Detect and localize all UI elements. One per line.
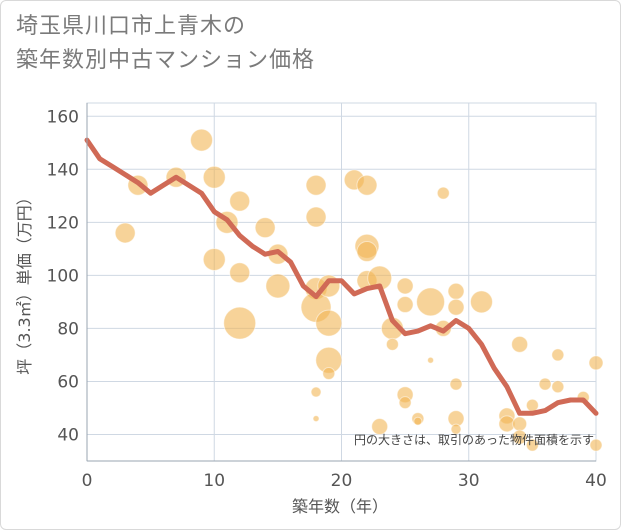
y-tick-label: 60 (57, 372, 79, 392)
y-tick-label: 80 (57, 319, 79, 339)
data-bubble (223, 306, 257, 340)
chart-title-line2: 築年数別中古マンション価格 (16, 48, 316, 73)
data-bubble (538, 377, 552, 391)
data-bubble (447, 298, 465, 316)
data-bubble (551, 380, 565, 394)
x-tick-label: 0 (82, 471, 93, 491)
data-bubble (589, 438, 603, 452)
data-bubble (413, 416, 423, 426)
size-legend-note: 円の大きさは、取引のあった物件面積を示す (354, 432, 594, 447)
data-bubble (322, 366, 336, 380)
data-bubble (229, 190, 251, 212)
data-bubble (190, 128, 214, 152)
data-bubble (356, 241, 378, 263)
x-tick-label: 20 (331, 471, 353, 491)
data-bubble (511, 335, 529, 353)
data-bubble (396, 296, 414, 314)
x-tick-label: 40 (585, 471, 607, 491)
data-bubble (305, 206, 327, 228)
data-bubble (202, 165, 226, 189)
data-bubble (588, 355, 604, 371)
y-tick-label: 160 (47, 107, 79, 127)
data-bubble (525, 438, 539, 452)
data-bubble (436, 186, 450, 200)
y-tick-label: 120 (47, 213, 79, 233)
data-bubble (525, 398, 539, 412)
data-bubble (305, 174, 327, 196)
data-bubble (229, 262, 251, 284)
x-tick-label: 10 (203, 471, 225, 491)
y-tick-label: 100 (47, 266, 79, 286)
trend-line (84, 137, 599, 416)
data-bubble (512, 416, 528, 432)
data-bubble (416, 287, 446, 317)
data-bubble (265, 273, 291, 299)
data-bubble (512, 429, 528, 445)
data-bubble (312, 415, 320, 423)
data-bubble (254, 217, 276, 239)
data-bubble (202, 247, 226, 271)
data-bubble (450, 423, 462, 435)
y-axis-title: 坪（3.3㎡）単価（万円） (15, 189, 34, 374)
chart-title: 埼玉県川口市上青木の 築年数別中古マンション価格 (16, 10, 315, 78)
data-bubble (551, 348, 565, 362)
axes: 0 10 20 30 40 40 60 80 100 120 140 160 (47, 103, 607, 491)
data-bubble (315, 309, 343, 337)
data-bubble (447, 282, 465, 300)
data-bubble (449, 377, 463, 391)
chart-title-line1: 埼玉県川口市上青木の (16, 14, 247, 39)
y-tick-label: 140 (47, 160, 79, 180)
data-bubble (310, 386, 322, 398)
trend-line-series (84, 137, 599, 416)
data-bubble (396, 277, 414, 295)
data-bubble (427, 356, 435, 364)
data-bubble (371, 418, 389, 436)
x-axis-title: 築年数（年） (292, 497, 388, 516)
y-tick-label: 40 (57, 425, 79, 445)
data-bubble (398, 396, 412, 410)
data-bubble (114, 222, 136, 244)
x-tick-label: 30 (458, 471, 480, 491)
data-bubble (469, 290, 493, 314)
data-bubble (356, 174, 378, 196)
data-bubble (385, 337, 399, 351)
